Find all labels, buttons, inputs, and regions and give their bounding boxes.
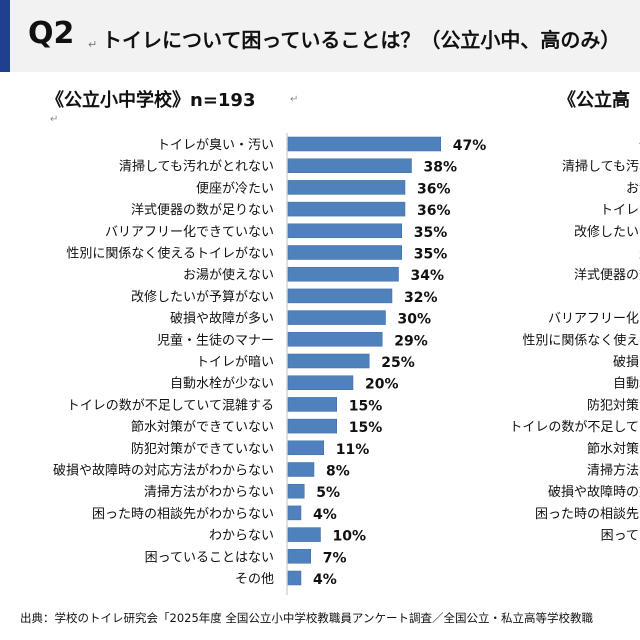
right-category-label: 破損や故障時の対 <box>548 485 640 500</box>
left-bar <box>287 332 383 347</box>
right-category-label: バリアフリー化で <box>548 312 640 327</box>
left-value-label: 5% <box>316 485 340 501</box>
left-bar <box>287 397 337 412</box>
left-value-label: 35% <box>414 225 448 241</box>
left-value-label: 11% <box>336 442 370 458</box>
left-category-label: トイレが暗い <box>196 355 274 370</box>
right-category-label: 洋式便器の数 <box>574 268 640 283</box>
header-accent-bar <box>0 0 10 72</box>
left-category-label: わからない <box>209 529 274 544</box>
left-value-label: 7% <box>323 550 347 566</box>
left-value-label: 34% <box>411 268 445 284</box>
right-category-label: 便 <box>639 138 640 153</box>
right-category-label: 節水対策が <box>587 441 640 457</box>
left-bar <box>287 266 399 282</box>
left-value-label: 4% <box>313 572 337 588</box>
left-bar <box>287 483 305 499</box>
left-category-label: 破損や故障時の対応方法がわからない <box>53 463 274 479</box>
right-chart-subtitle: 《公立高 <box>558 90 630 111</box>
left-bar <box>287 527 321 542</box>
left-bar <box>287 245 402 260</box>
left-bar <box>287 549 311 564</box>
left-bar <box>287 310 386 325</box>
left-bar <box>287 440 324 456</box>
left-value-label: 36% <box>417 181 451 197</box>
left-category-label: 児童・生徒のマナー <box>157 332 274 348</box>
question-number: Q2 <box>28 16 75 51</box>
left-value-label: 29% <box>394 333 428 349</box>
left-value-label: 35% <box>414 247 448 263</box>
right-category-label: お湯 <box>626 181 640 196</box>
left-bar <box>287 375 354 390</box>
right-category-label: 清掃方法が <box>587 463 640 479</box>
left-category-label: 困っていることはない <box>145 550 274 565</box>
left-bar <box>287 570 302 586</box>
left-category-label: 清掃方法がわからない <box>144 484 274 500</box>
left-bar <box>287 136 441 152</box>
left-category-label: 防犯対策ができていない <box>131 441 274 457</box>
paragraph-mark-icon: ↵ <box>88 38 98 51</box>
left-bar <box>287 462 315 477</box>
right-category-label: 改修したいが <box>574 225 640 240</box>
header-band <box>0 0 640 72</box>
left-value-label: 4% <box>313 507 337 523</box>
left-category-label: お湯が使えない <box>183 267 274 283</box>
left-value-label: 10% <box>333 529 367 545</box>
left-bar <box>287 288 393 304</box>
left-value-label: 47% <box>453 138 487 154</box>
left-value-label: 20% <box>365 377 399 393</box>
right-category-label: 破損や <box>613 355 640 370</box>
left-bar <box>287 223 402 239</box>
left-category-label: トイレが臭い・汚い <box>157 138 274 153</box>
left-bar <box>287 505 302 521</box>
left-category-label: 自動水栓が少ない <box>170 377 274 392</box>
left-value-label: 15% <box>349 420 383 436</box>
left-bar <box>287 201 406 217</box>
right-category-label: 生 <box>639 247 640 262</box>
left-category-label: 困った時の相談先がわからない <box>92 506 274 522</box>
right-category-label: トイレの数が不足してい <box>509 420 640 435</box>
right-category-label: 困ってい <box>601 529 640 544</box>
left-bar <box>287 158 412 173</box>
left-category-label: トイレの数が不足していて混雑する <box>67 397 274 413</box>
right-category-label: 困った時の相談先が <box>535 506 640 522</box>
left-value-label: 30% <box>398 312 432 328</box>
left-value-label: 8% <box>326 464 350 480</box>
left-bar <box>287 180 406 195</box>
left-chart-subtitle: 《公立小中学校》n=193 <box>46 90 256 111</box>
right-category-label: 防犯対策が <box>587 397 640 413</box>
left-category-label: 改修したいが予算がない <box>131 290 274 305</box>
source-footnote: 出典：学校のトイレ研究会「2025年度 全国公立小中学校教職員アンケート調査／全… <box>20 611 593 625</box>
left-category-label: 性別に関係なく使えるトイレがない <box>66 246 274 262</box>
question-title: トイレについて困っていることは？（公立小中、高のみ） <box>102 28 621 52</box>
right-category-label: 自動水 <box>613 377 640 392</box>
right-category-label: 清掃しても汚れ <box>562 159 640 175</box>
left-category-label: 清掃しても汚れがとれない <box>119 159 274 175</box>
right-category-label: 性別に関係なく使える <box>522 332 640 348</box>
left-value-label: 25% <box>381 355 415 371</box>
left-category-label: 破損や故障が多い <box>170 311 274 327</box>
left-bar <box>287 418 337 434</box>
left-category-label: その他 <box>235 572 274 587</box>
left-category-label: 洋式便器の数が足りない <box>131 203 274 218</box>
paragraph-mark-icon: ↵ <box>290 94 299 105</box>
left-value-label: 36% <box>417 203 451 219</box>
left-category-label: 便座が冷たい <box>196 181 274 196</box>
left-value-label: 38% <box>424 160 458 176</box>
left-category-label: 節水対策ができていない <box>131 419 274 435</box>
left-category-label: バリアフリー化できていない <box>105 225 274 240</box>
right-category-label: トイレが <box>600 203 640 218</box>
left-bar <box>287 353 370 369</box>
left-value-label: 32% <box>404 290 438 306</box>
paragraph-mark-icon: ↵ <box>50 114 59 125</box>
left-value-label: 15% <box>349 398 383 414</box>
